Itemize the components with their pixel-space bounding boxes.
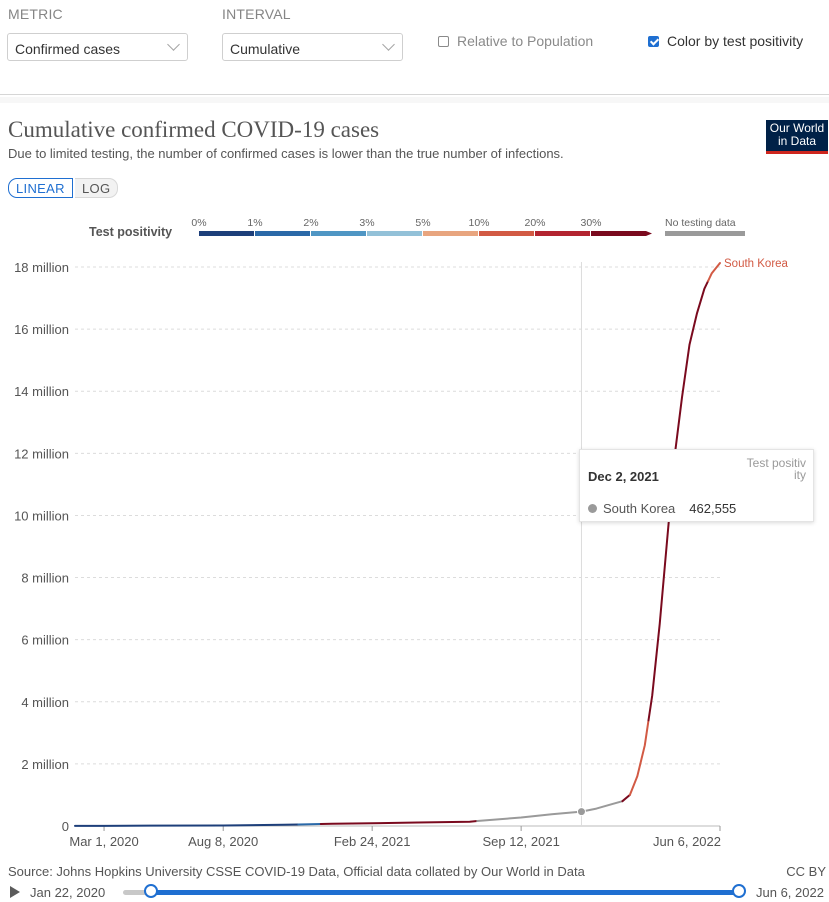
tooltip-date: Dec 2, 2021 (588, 469, 659, 484)
x-tick-label: Mar 1, 2020 (69, 834, 138, 849)
x-tick-label: Jun 6, 2022 (653, 834, 721, 849)
legend-swatch (255, 231, 310, 236)
legend-swatch (479, 231, 534, 236)
y-tick-label: 2 million (21, 757, 69, 772)
series-line-segment (319, 820, 479, 825)
y-tick-label: 16 million (14, 322, 69, 337)
tooltip: Dec 2, 2021 Test positivity South Korea … (579, 449, 814, 522)
chart-title: Cumulative confirmed COVID-19 cases (8, 117, 380, 142)
legend-swatch (199, 231, 254, 236)
y-tick-label: 8 million (21, 571, 69, 586)
legend-no-data-swatch (665, 231, 745, 236)
legend-swatch (535, 231, 590, 236)
interval-select-value: Cumulative (230, 41, 301, 57)
timeline-selected-range (151, 890, 739, 895)
legend-bin-label: 10% (468, 217, 489, 229)
y-tick-label: 12 million (14, 446, 69, 461)
series-dot-icon (588, 504, 597, 513)
license-link[interactable]: CC BY (786, 864, 826, 879)
tooltip-row: South Korea 462,555 (588, 501, 736, 516)
legend-bin-label: 30% (580, 217, 601, 229)
play-icon[interactable] (10, 886, 20, 898)
y-tick-label: 10 million (14, 508, 69, 523)
chart-subtitle: Due to limited testing, the number of co… (8, 146, 564, 161)
metric-label: METRIC (8, 6, 63, 22)
log-scale-button[interactable]: LOG (75, 178, 119, 198)
checkbox-unchecked-icon[interactable] (438, 35, 449, 47)
legend-bin-label: 0% (191, 217, 206, 229)
legend-no-data-label: No testing data (665, 217, 736, 229)
y-tick-label: 4 million (21, 695, 69, 710)
series-line-segment (628, 719, 650, 796)
timeline-end-label: Jun 6, 2022 (756, 885, 824, 900)
legend-swatch (423, 231, 478, 236)
series-line-segment (647, 280, 710, 722)
owid-logo[interactable]: Our World in Data (766, 120, 828, 154)
series-line-segment (621, 793, 631, 803)
y-tick-label: 18 million (14, 260, 69, 275)
legend-bin-label: 3% (359, 217, 374, 229)
hover-point (576, 807, 586, 817)
legend-swatch (367, 231, 422, 236)
legend-bin-label: 2% (303, 217, 318, 229)
series-label: South Korea (724, 258, 789, 270)
timeline-start-label: Jan 22, 2020 (30, 885, 106, 900)
x-tick-label: Aug 8, 2020 (188, 834, 258, 849)
y-tick-label: 14 million (14, 384, 69, 399)
legend-title: Test positivity (89, 225, 173, 239)
timeline-start-handle[interactable] (144, 884, 158, 898)
series-line-segment (74, 823, 300, 827)
relative-to-population-label: Relative to Population (457, 33, 594, 49)
legend-bin-label: 5% (415, 217, 430, 229)
x-tick-label: Feb 24, 2021 (334, 834, 411, 849)
linear-scale-button[interactable]: LINEAR (8, 178, 73, 198)
metric-select-value: Confirmed cases (15, 41, 121, 57)
color-by-test-positivity-label: Color by test positivity (667, 33, 804, 49)
tooltip-column-header: Test positivity (746, 456, 806, 482)
interval-select[interactable]: Cumulative (222, 33, 403, 61)
series-line-segment (297, 823, 322, 826)
y-tick-label: 0 (62, 819, 69, 834)
x-tick-label: Sep 12, 2021 (482, 834, 559, 849)
legend-bin-label: 20% (524, 217, 545, 229)
controls-divider-shade (0, 97, 829, 103)
y-tick-label: 6 million (21, 633, 69, 648)
legend-arrow-icon (646, 231, 652, 236)
controls-divider (0, 94, 829, 95)
interval-label: INTERVAL (222, 6, 291, 22)
color-by-test-positivity-checkbox[interactable]: Color by test positivity (648, 33, 803, 49)
series-line-segment (476, 800, 624, 822)
legend-swatch (591, 231, 646, 236)
legend-swatch (311, 231, 366, 236)
series-line-segment (707, 262, 721, 282)
timeline-end-handle[interactable] (732, 884, 746, 898)
checkbox-checked-icon[interactable] (648, 35, 659, 47)
source-text[interactable]: Source: Johns Hopkins University CSSE CO… (8, 864, 585, 879)
tooltip-value: 462,555 (689, 501, 737, 516)
legend-bin-label: 1% (247, 217, 262, 229)
metric-select[interactable]: Confirmed cases (7, 33, 188, 61)
tooltip-entity: South Korea (603, 501, 676, 516)
relative-to-population-checkbox[interactable]: Relative to Population (438, 33, 593, 49)
